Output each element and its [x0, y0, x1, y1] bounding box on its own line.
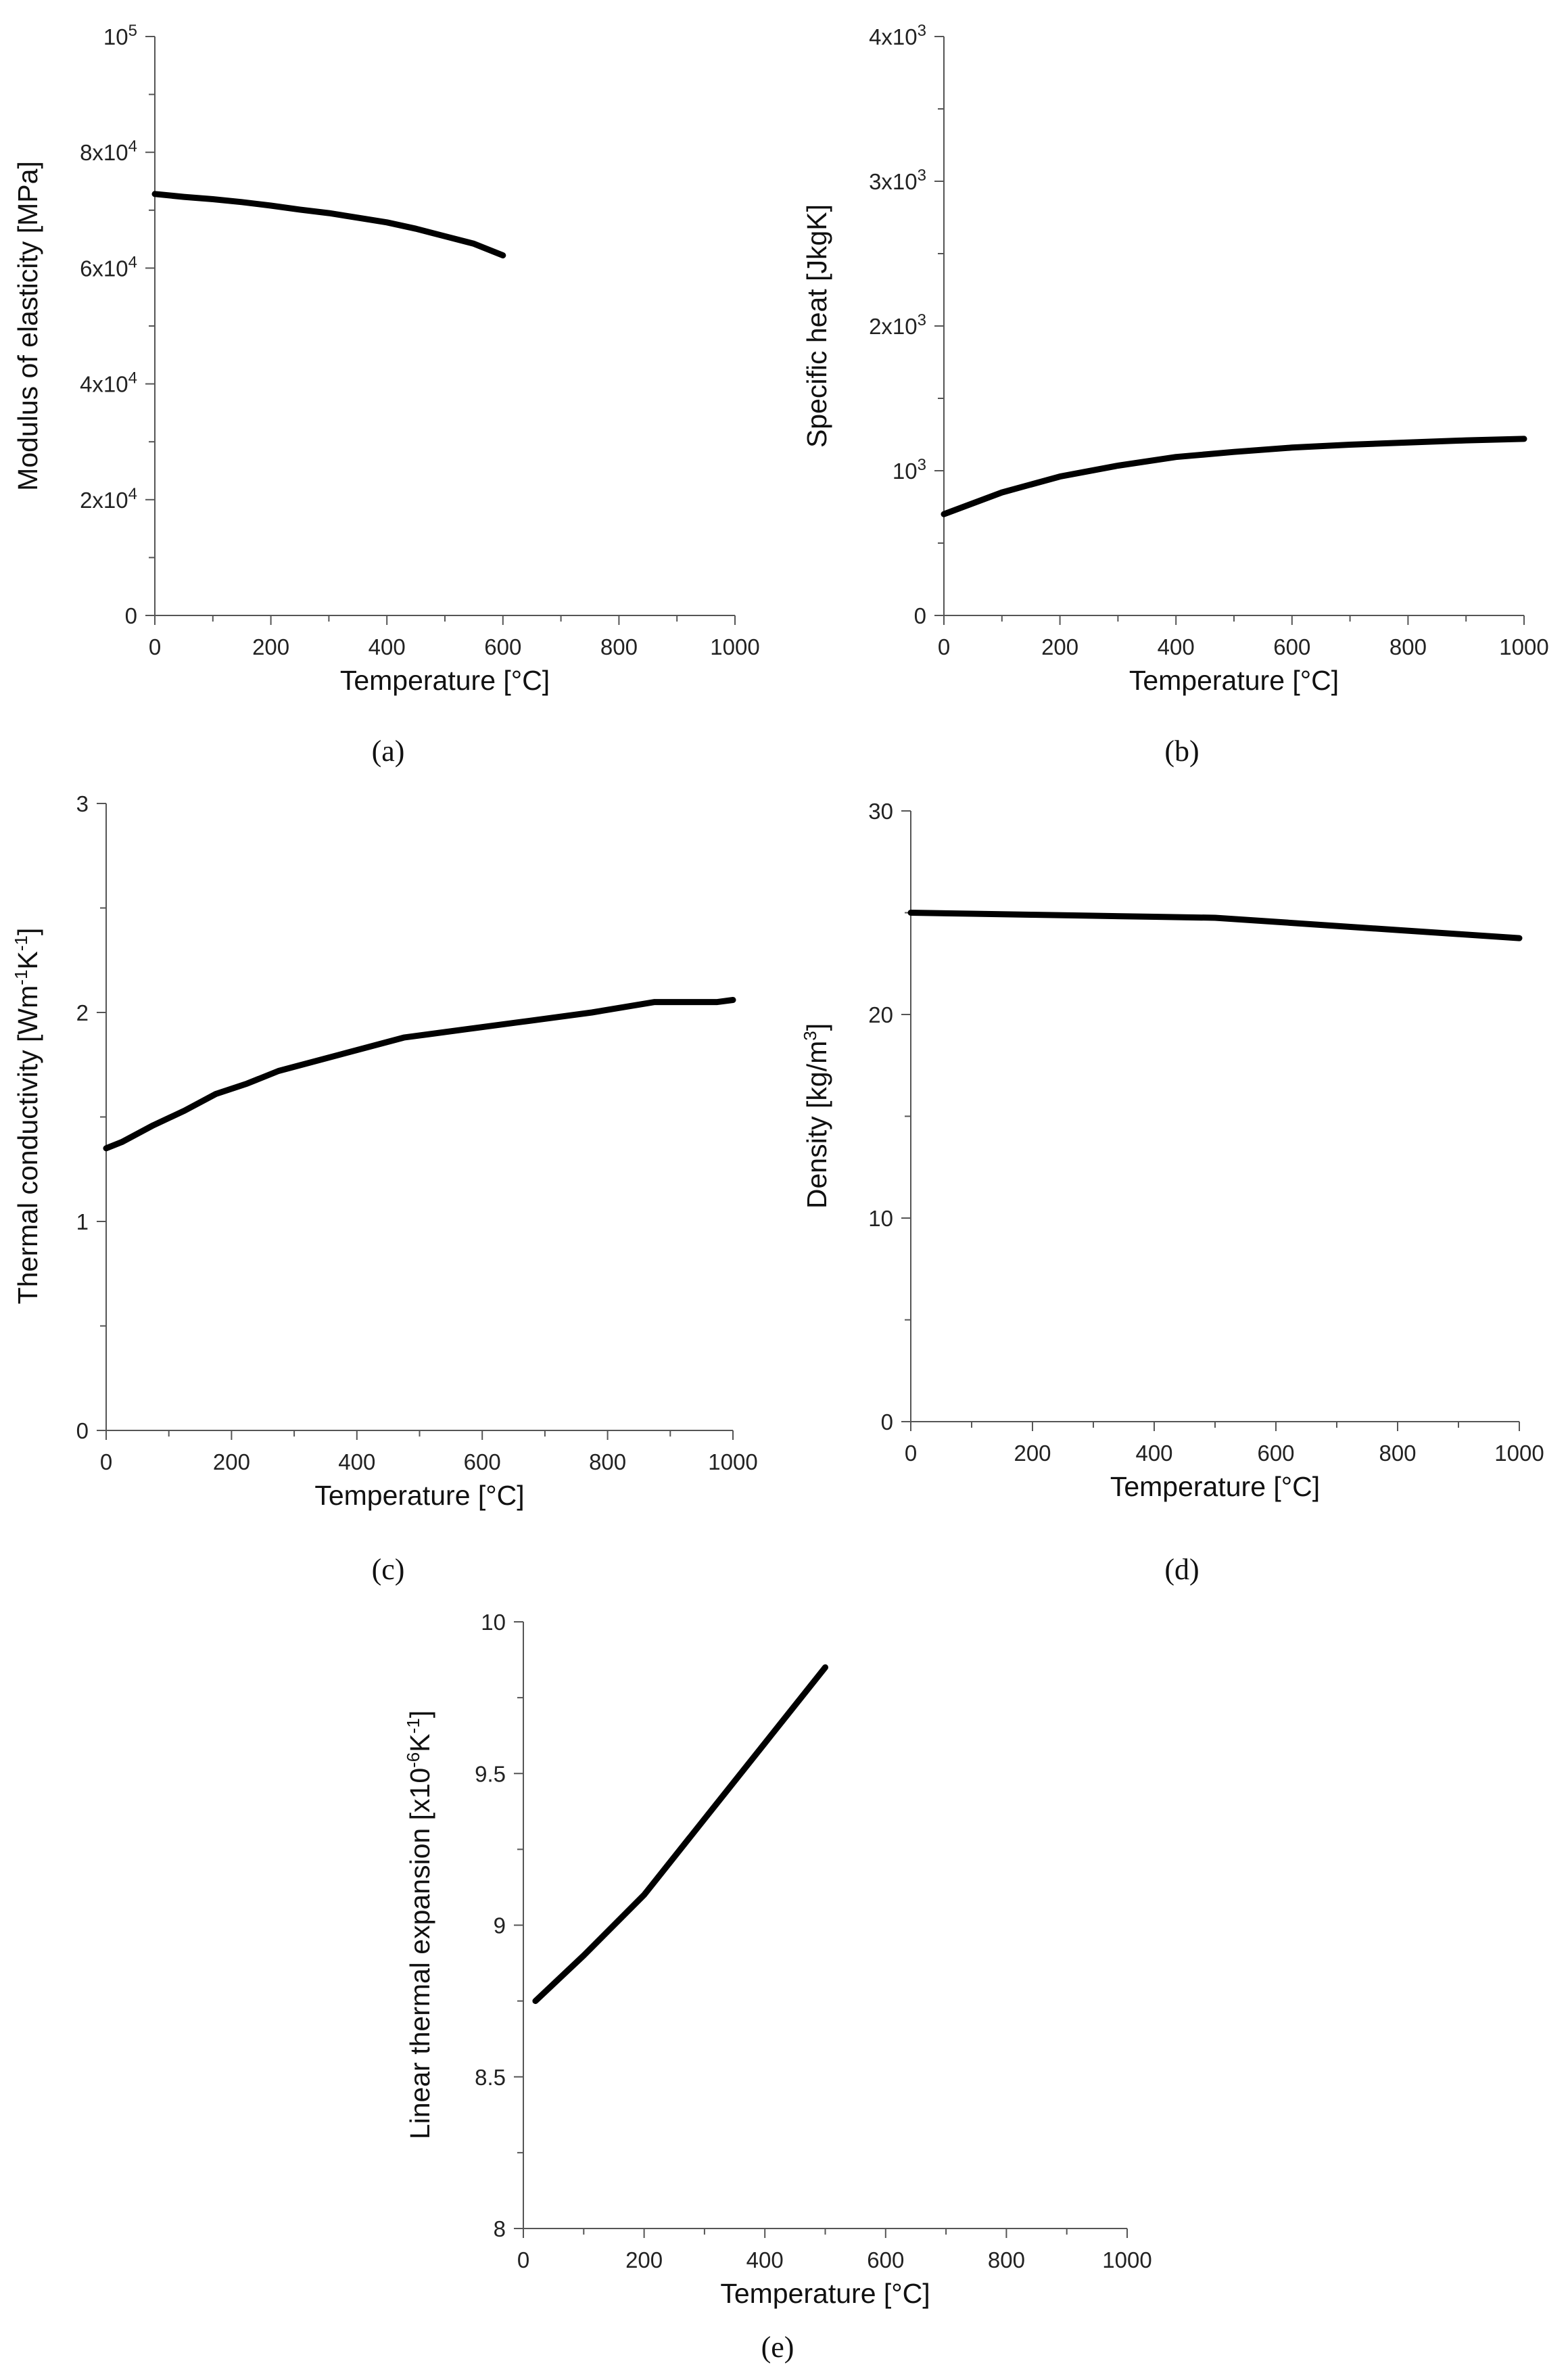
- y-tick-label: 8.5: [475, 2065, 506, 2090]
- y-axis-title: Density [kg/m3]: [800, 1023, 832, 1209]
- x-tick-label: 800: [1389, 634, 1427, 659]
- x-tick-label: 600: [484, 634, 521, 659]
- x-tick-label: 600: [1257, 1441, 1294, 1466]
- y-axis-title: Modulus of elasticity [MPa]: [12, 161, 43, 491]
- series-line: [907, 910, 1523, 941]
- panel-label-d: (d): [1164, 1553, 1199, 1586]
- chart-c-thermal-conductivity: 0 200 400 600 800 1000 0 1 2 3 Temperature [°C] The…: [11, 791, 758, 1511]
- y-tick-label: 10: [481, 1610, 506, 1635]
- chart-e-linear-thermal-expansion: 0 200 400 600 800 1000 8 8.5 9 9.5 10 Temperature […: [403, 1610, 1152, 2309]
- x-tick-label: 800: [988, 2247, 1025, 2272]
- x-tick-label: 200: [213, 1449, 250, 1474]
- y-tick-label: 3x103: [869, 166, 926, 195]
- y-tick-label: 103: [893, 456, 926, 484]
- y-tick-label: 2x104: [80, 484, 137, 513]
- x-tick-label: 200: [1041, 634, 1078, 659]
- chart-b-specific-heat: 0 200 400 600 800 1000 0 103 2x103 3x103 4x103 Temp…: [801, 22, 1549, 697]
- x-tick-label: 200: [252, 634, 289, 659]
- x-tick-label: 0: [905, 1441, 917, 1466]
- x-tick-label: 800: [589, 1449, 626, 1474]
- x-axis-title: Temperature [°C]: [1110, 1471, 1320, 1502]
- x-tick-label: 200: [1014, 1441, 1051, 1466]
- x-tick-label: 600: [867, 2247, 904, 2272]
- y-tick-label: 6x104: [80, 253, 137, 281]
- x-tick-label: 200: [625, 2247, 663, 2272]
- panel-label-b: (b): [1164, 734, 1199, 768]
- series-line: [151, 191, 506, 259]
- x-tick-label: 400: [746, 2247, 784, 2272]
- x-tick-label: 0: [100, 1449, 112, 1474]
- panel-label-c: (c): [372, 1553, 405, 1586]
- chart-d-density: 0 200 400 600 800 1000 0 10 20 30 Temperature [°C]…: [800, 799, 1544, 1502]
- y-tick-label: 0: [125, 603, 137, 628]
- y-tick-label: 20: [868, 1002, 893, 1027]
- x-tick-label: 400: [1135, 1441, 1172, 1466]
- panel-label-a: (a): [372, 734, 405, 768]
- y-tick-label: 8x104: [80, 137, 137, 166]
- x-tick-label: 1000: [1102, 2247, 1151, 2272]
- y-tick-label: 4x104: [80, 369, 137, 397]
- series-line: [103, 997, 736, 1152]
- y-tick-label: 0: [914, 603, 926, 628]
- y-tick-label: 3: [76, 791, 89, 816]
- x-tick-label: 1000: [1494, 1441, 1544, 1466]
- chart-a-modulus-of-elasticity: 0 200 400 600 800 1000 0 2x104 4x104 6x104 8x104 10…: [12, 22, 760, 697]
- y-tick-label: 8: [494, 2216, 506, 2241]
- x-axis-title: Temperature [°C]: [340, 665, 550, 696]
- y-axis-title: Thermal conductivity [Wm-1K-1]: [11, 928, 43, 1305]
- y-axis-title: Linear thermal expansion [x10-6K-1]: [403, 1710, 435, 2139]
- y-tick-label: 0: [881, 1409, 893, 1434]
- x-tick-label: 400: [338, 1449, 375, 1474]
- y-tick-label: 2x103: [869, 311, 926, 340]
- y-tick-label: 9: [494, 1913, 506, 1938]
- x-tick-label: 0: [938, 634, 950, 659]
- y-tick-label: 1: [76, 1209, 89, 1234]
- x-tick-label: 0: [149, 634, 161, 659]
- panel-label-e: (e): [761, 2331, 794, 2364]
- y-tick-label: 0: [76, 1418, 89, 1443]
- y-tick-label: 10: [868, 1206, 893, 1231]
- y-tick-label: 2: [76, 1000, 89, 1025]
- y-tick-label: 9.5: [475, 1761, 506, 1786]
- x-tick-label: 1000: [708, 1449, 757, 1474]
- x-tick-label: 400: [369, 634, 406, 659]
- y-tick-label: 30: [868, 799, 893, 824]
- x-axis-title: Temperature [°C]: [720, 2278, 930, 2309]
- x-tick-label: 1000: [710, 634, 759, 659]
- x-tick-label: 600: [1273, 634, 1310, 659]
- x-tick-label: 600: [464, 1449, 501, 1474]
- series-line: [532, 1664, 828, 2005]
- series-line: [941, 436, 1527, 517]
- y-axis-title: Specific heat [JkgK]: [801, 204, 832, 448]
- y-tick-label: 4x103: [869, 22, 926, 50]
- x-tick-label: 800: [1379, 1441, 1416, 1466]
- x-tick-label: 800: [600, 634, 638, 659]
- x-tick-label: 1000: [1499, 634, 1548, 659]
- x-axis-title: Temperature [°C]: [314, 1480, 524, 1511]
- x-tick-label: 400: [1158, 634, 1195, 659]
- y-tick-label: 105: [103, 22, 137, 50]
- x-tick-label: 0: [517, 2247, 529, 2272]
- x-axis-title: Temperature [°C]: [1129, 665, 1339, 696]
